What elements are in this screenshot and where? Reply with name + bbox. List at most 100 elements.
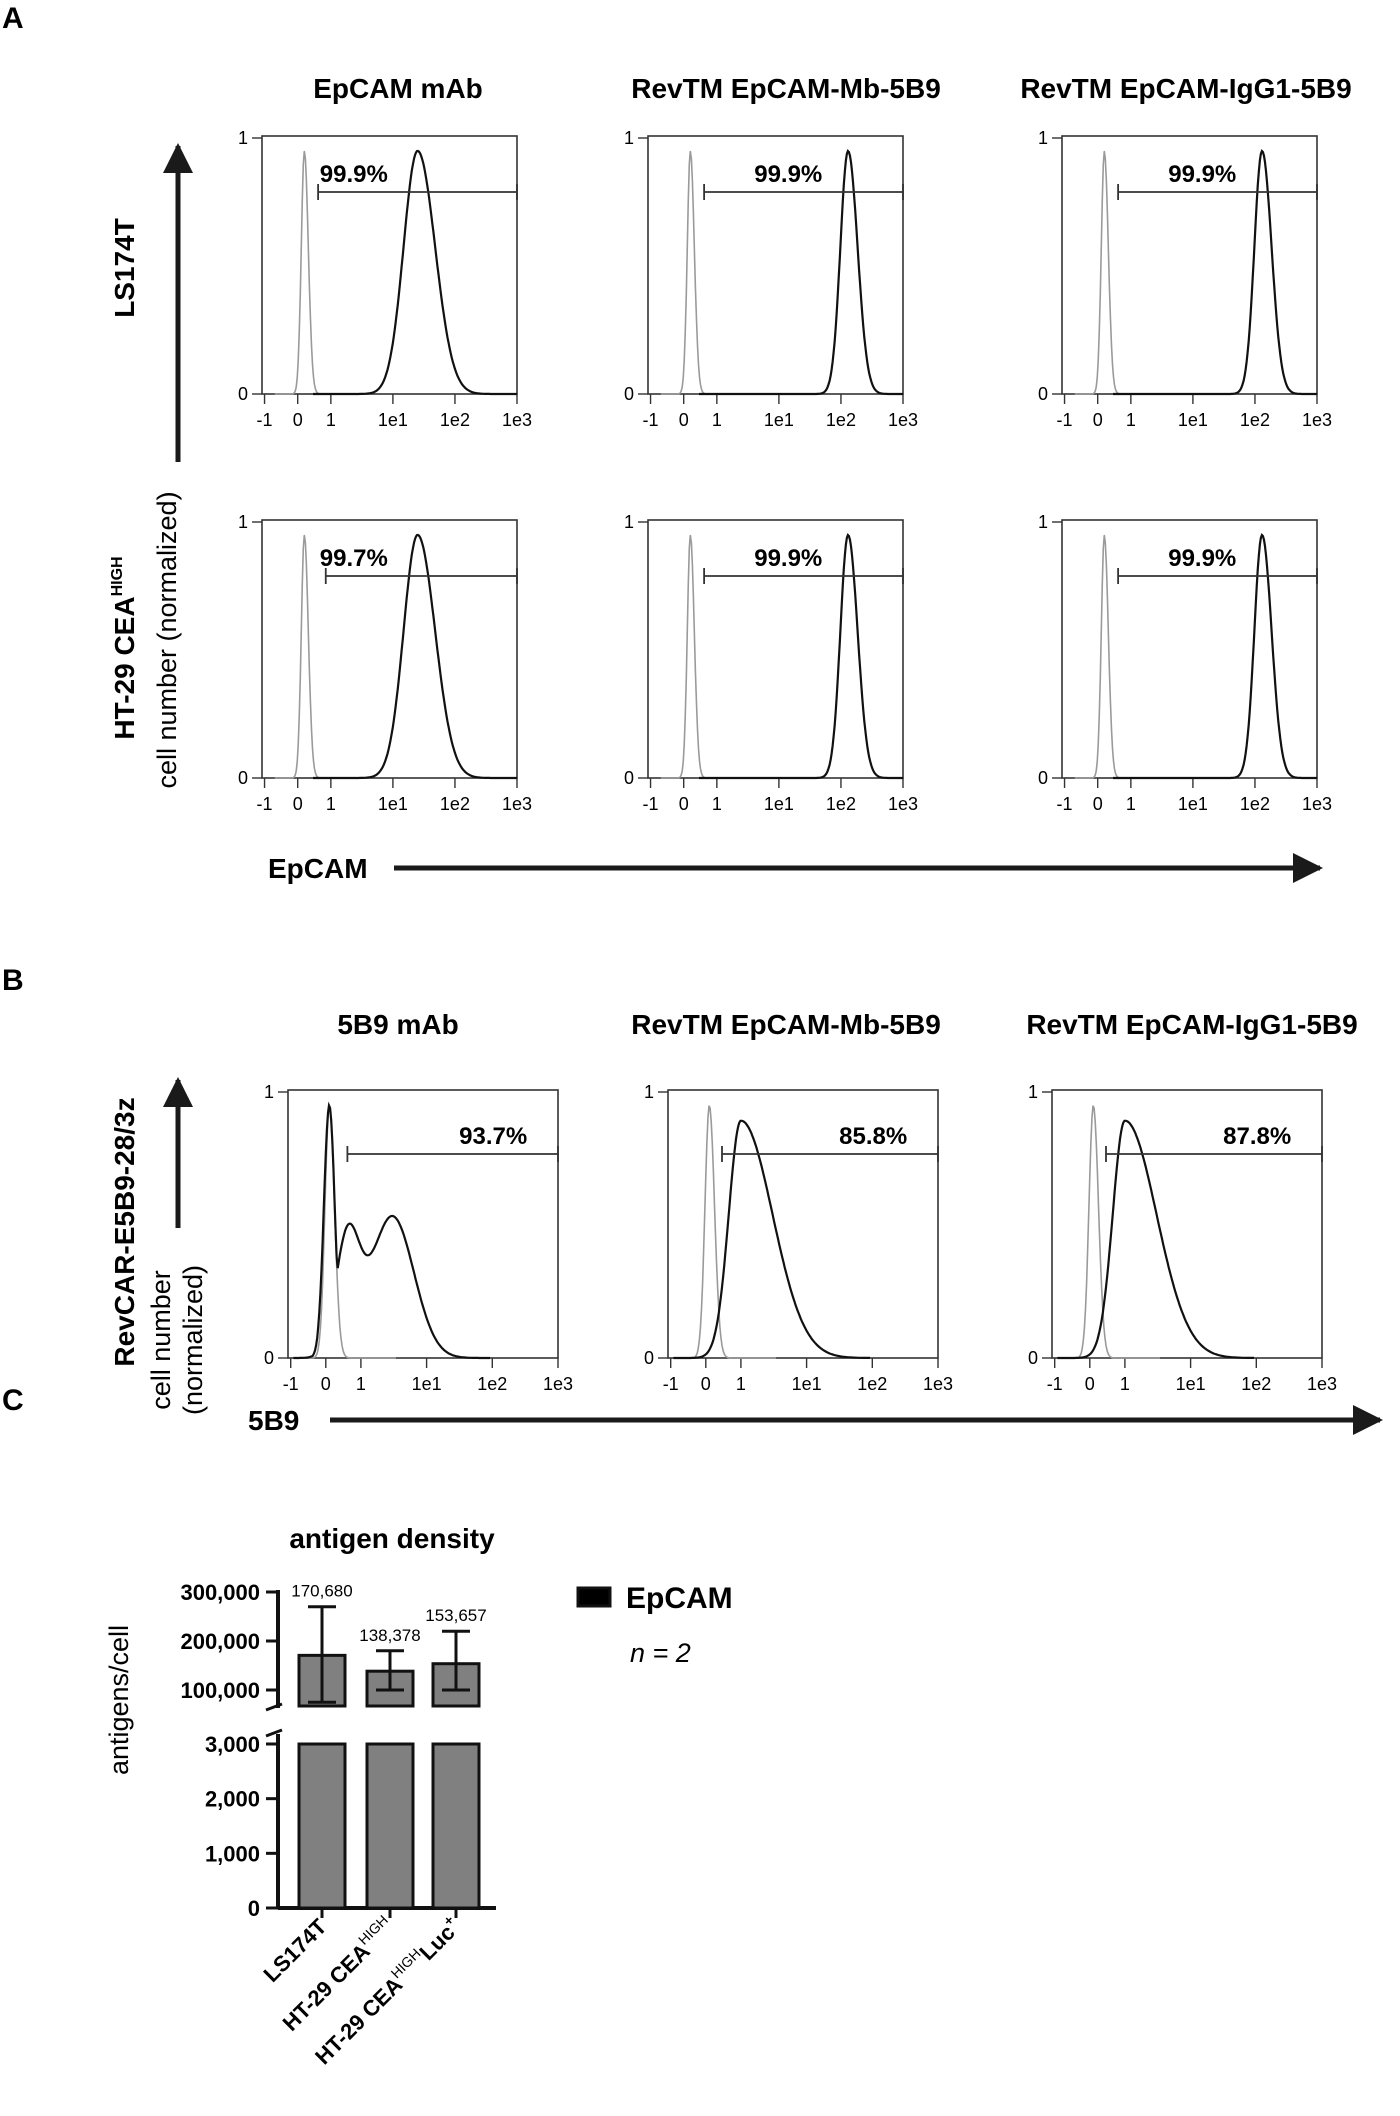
hist-b-c3-frame <box>1051 1089 1323 1359</box>
hist-a-r2c3-xtick-3: 1e1 <box>1178 794 1208 814</box>
hist-a-r2c1-gate-percent: 99.7% <box>320 545 388 572</box>
hist-a-r2c2-gate-percent: 99.9% <box>754 545 822 572</box>
hist-b-c1-stain-curve <box>293 1101 490 1360</box>
hist-b-c2-xtick-5: 1e3 <box>923 1374 953 1394</box>
hist-b-c3-control-curve <box>1057 1105 1160 1359</box>
panel-a-col-title-3: RevTM EpCAM-IgG1-5B9 <box>1020 73 1351 104</box>
panel-b-col-title-1: 5B9 mAb <box>337 1009 458 1040</box>
bar-axis-break-top <box>265 1702 283 1712</box>
panel-b-row-label: RevCAR-E5B9-28/3z <box>109 1097 140 1366</box>
hist-b-c2-ytick-0: 0 <box>644 1348 654 1368</box>
hist-a-r2c1-frame <box>261 519 518 779</box>
bar-ytick-upper-2: 300,000 <box>180 1580 260 1605</box>
n-label: n = 2 <box>630 1638 691 1668</box>
hist-b-c1-xtick-1: 0 <box>321 1374 331 1394</box>
hist-a-r1c1-xtick-5: 1e3 <box>502 410 532 430</box>
hist-a-r2c1-xtick-5: 1e3 <box>502 794 532 814</box>
hist-a-r1c1-xtick-4: 1e2 <box>440 410 470 430</box>
hist-a-r1c1-xtick-2: 1 <box>326 410 336 430</box>
hist-a-r1c2-ytick-1: 1 <box>624 128 634 148</box>
hist-a-r1c2-xtick-4: 1e2 <box>826 410 856 430</box>
hist-b-c2-xtick-4: 1e2 <box>857 1374 887 1394</box>
bar-ytick-lower-1: 1,000 <box>205 1841 260 1866</box>
hist-b-c1-xtick-0: -1 <box>283 1374 299 1394</box>
hist-a-r2c3-xtick-4: 1e2 <box>1240 794 1270 814</box>
hist-a-r2c3-gate-percent: 99.9% <box>1168 545 1236 572</box>
hist-a-r2c2-xtick-2: 1 <box>712 794 722 814</box>
panel-b-col-title-3: RevTM EpCAM-IgG1-5B9 <box>1026 1009 1357 1040</box>
legend-label: EpCAM <box>626 1582 733 1615</box>
hist-b-c3-xtick-4: 1e2 <box>1241 1374 1271 1394</box>
hist-a-r1c2-gate-percent: 99.9% <box>754 161 822 188</box>
hist-a-r1c2-ytick-0: 0 <box>624 384 634 404</box>
panel-letter-c: C <box>2 1384 24 1417</box>
bar-lower-2 <box>431 1742 481 1910</box>
hist-a-r2c1-xtick-2: 1 <box>326 794 336 814</box>
hist-a-r2c2-xtick-0: -1 <box>643 794 659 814</box>
hist-b-c1-frame <box>287 1089 559 1359</box>
hist-a-r2c2-control-curve <box>660 534 738 779</box>
hist-a-r2c3-xtick-5: 1e3 <box>1302 794 1332 814</box>
hist-a-r2c2-stain-curve <box>699 532 903 780</box>
hist-a-r1c1-xtick-3: 1e1 <box>378 410 408 430</box>
hist-a-r2c1-xtick-1: 0 <box>293 794 303 814</box>
panel-a-col-title-1: EpCAM mAb <box>313 73 483 104</box>
panel-letter-b: B <box>2 964 24 997</box>
panel-b-col-title-2: RevTM EpCAM-Mb-5B9 <box>631 1009 941 1040</box>
panel-a-row2-label-sup: HIGH <box>109 556 126 596</box>
hist-a-r1c3-control-curve <box>1074 150 1152 395</box>
hist-b-c2-xtick-0: -1 <box>663 1374 679 1394</box>
panel-a-row1-label: LS174T <box>109 218 140 318</box>
hist-b-c2-frame <box>667 1089 939 1359</box>
bar-lower-1 <box>365 1742 415 1910</box>
hist-a-r2c2-xtick-5: 1e3 <box>888 794 918 814</box>
hist-a-r2c1-stain-curve <box>313 533 517 780</box>
panel-a-col-title-2: RevTM EpCAM-Mb-5B9 <box>631 73 941 104</box>
hist-a-r1c1-ytick-0: 0 <box>238 384 248 404</box>
hist-a-r2c2-ytick-0: 0 <box>624 768 634 788</box>
hist-b-c2-stain-curve <box>673 1119 870 1360</box>
hist-a-r1c1-xtick-1: 0 <box>293 410 303 430</box>
hist-b-c1-ytick-0: 0 <box>264 1348 274 1368</box>
bar-ytick-upper-0: 100,000 <box>180 1678 260 1703</box>
panel-c-title: antigen density <box>289 1523 495 1554</box>
hist-a-r2c1-ytick-0: 0 <box>238 768 248 788</box>
hist-a-r2c2-xtick-1: 0 <box>679 794 689 814</box>
hist-a-r1c2-xtick-2: 1 <box>712 410 722 430</box>
hist-b-c3-stain-curve <box>1057 1119 1254 1360</box>
bar-value-label-2: 153,657 <box>425 1606 486 1625</box>
panel-a-row2-label: HT-29 CEAHIGH <box>109 556 140 739</box>
hist-a-r1c3-stain-curve <box>1113 148 1317 396</box>
bar-category-1: HT-29 CEAHIGH <box>275 1912 399 2036</box>
hist-b-c2-control-curve <box>673 1105 776 1359</box>
hist-a-r1c3-gate-percent: 99.9% <box>1168 161 1236 188</box>
hist-a-r1c3-ytick-1: 1 <box>1038 128 1048 148</box>
hist-a-r1c3-xtick-5: 1e3 <box>1302 410 1332 430</box>
bar-value-label-1: 138,378 <box>359 1626 420 1645</box>
hist-a-r1c2-xtick-5: 1e3 <box>888 410 918 430</box>
hist-a-r1c3-xtick-2: 1 <box>1126 410 1136 430</box>
hist-b-c2-xtick-2: 1 <box>736 1374 746 1394</box>
panel-a-row2-label-main: HT-29 CEA <box>109 596 140 739</box>
hist-b-c3-xtick-5: 1e3 <box>1307 1374 1337 1394</box>
bar-axis-break-bottom <box>265 1728 283 1738</box>
hist-b-c3-xtick-1: 0 <box>1085 1374 1095 1394</box>
hist-b-c1-xtick-4: 1e2 <box>477 1374 507 1394</box>
hist-a-r1c2-stain-curve <box>699 148 903 396</box>
hist-a-r1c2-control-curve <box>660 150 738 395</box>
panel-b-xlabel: 5B9 <box>248 1405 299 1436</box>
panel-a-xlabel: EpCAM <box>268 853 368 884</box>
hist-a-r1c3-xtick-4: 1e2 <box>1240 410 1270 430</box>
hist-a-r1c2-xtick-3: 1e1 <box>764 410 794 430</box>
histograms: 1 0 -1 0 1 1e1 1e2 1e3 99.9% 1 0 -1 0 1 1e1 1e2 1e3 99.9%… <box>238 128 1337 1394</box>
hist-a-r2c2-ytick-1: 1 <box>624 512 634 532</box>
hist-a-r2c2-xtick-3: 1e1 <box>764 794 794 814</box>
hist-a-r1c1-frame <box>261 135 518 395</box>
hist-a-r2c3-xtick-2: 1 <box>1126 794 1136 814</box>
hist-b-c2-xtick-1: 0 <box>701 1374 711 1394</box>
hist-b-c3-xtick-3: 1e1 <box>1176 1374 1206 1394</box>
hist-a-r1c1-gate-percent: 99.9% <box>320 161 388 188</box>
hist-b-c3-gate-percent: 87.8% <box>1223 1123 1291 1150</box>
panel-letter-a: A <box>2 2 24 35</box>
